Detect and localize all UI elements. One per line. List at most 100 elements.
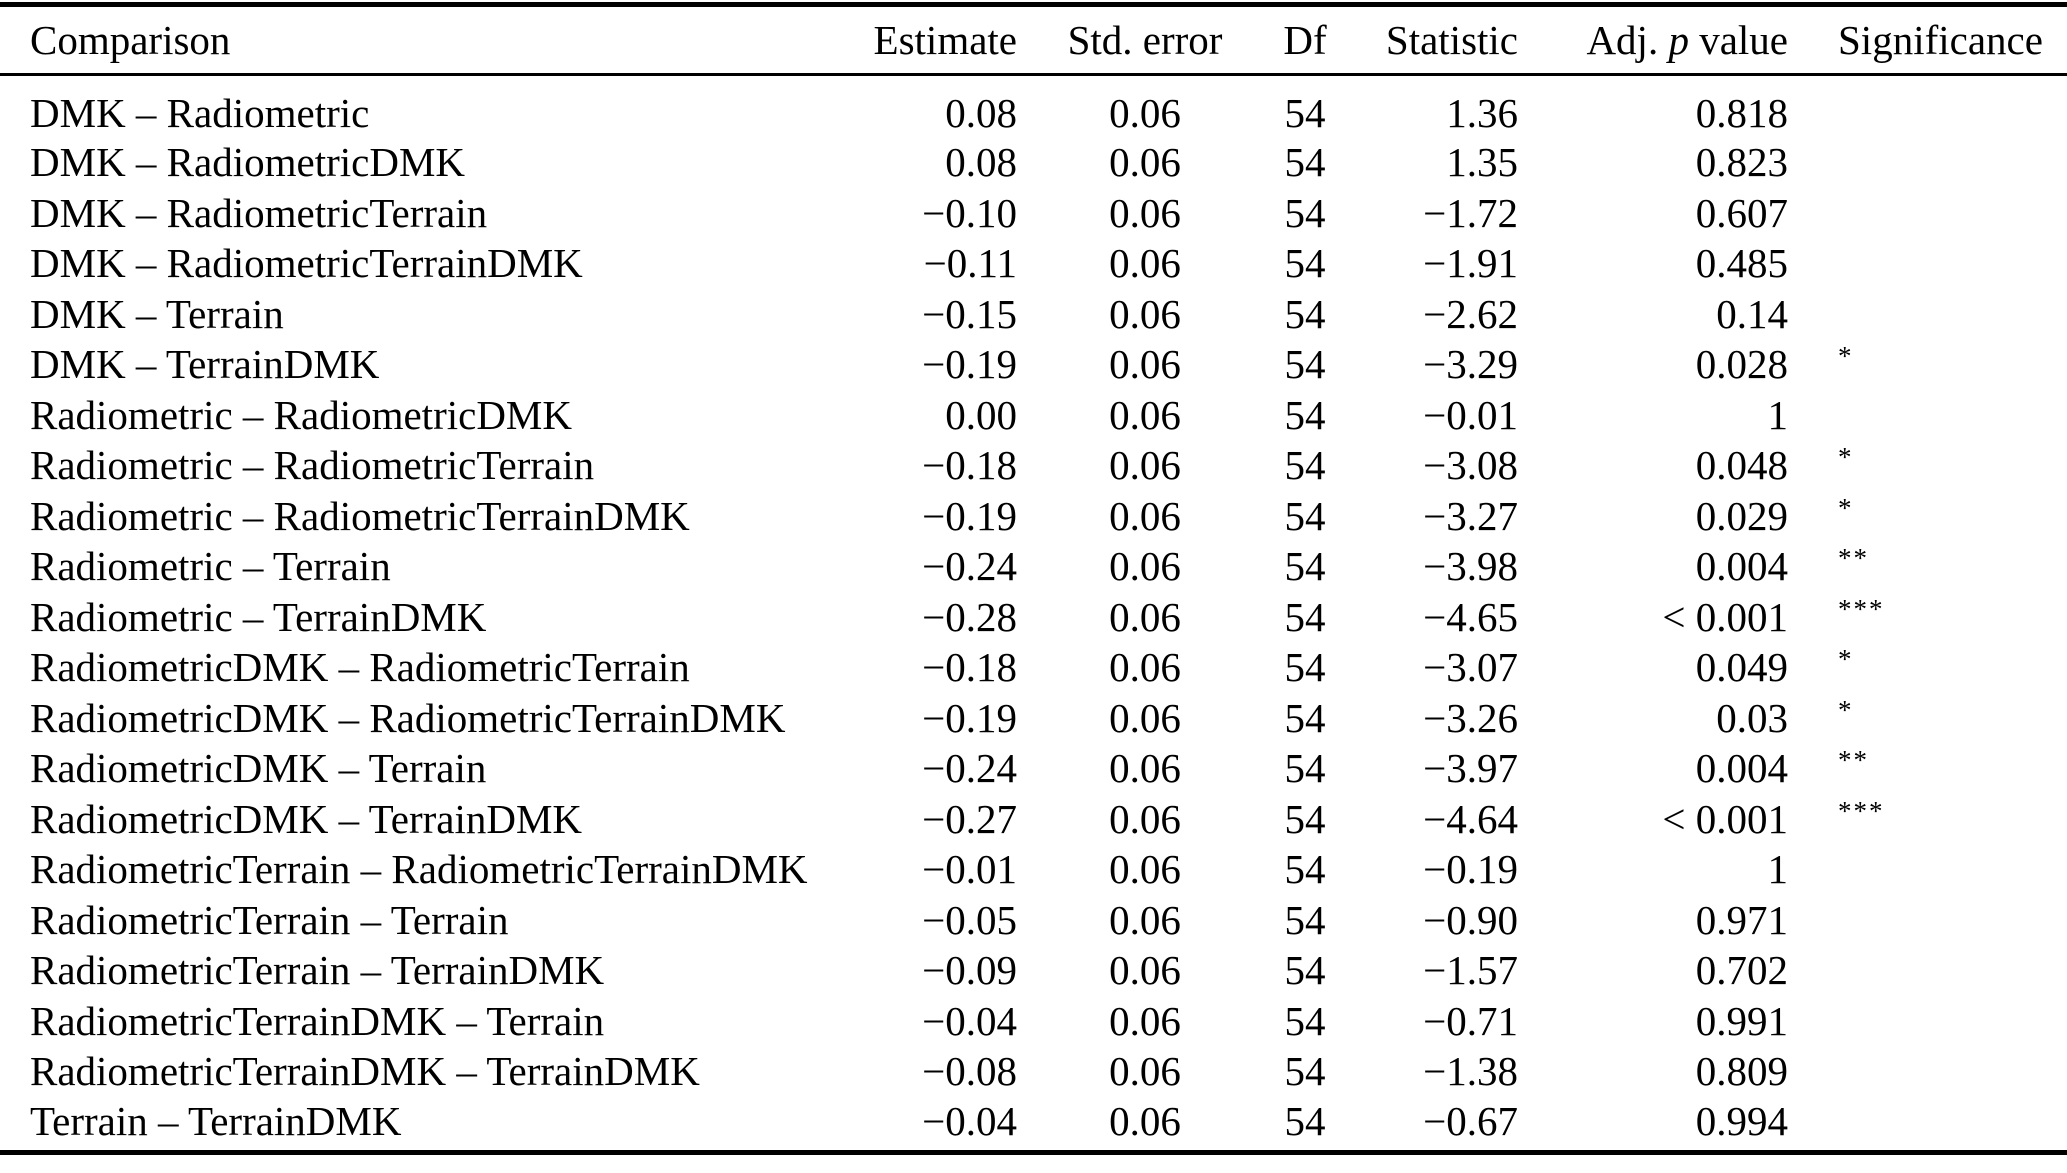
- significance-stars: *: [1838, 442, 1854, 473]
- table-row: RadiometricDMK – Terrain −0.24 0.06 54 −…: [0, 743, 2067, 794]
- adj-p-value-cell: < 0.001: [1662, 795, 1788, 842]
- table-row: RadiometricTerrainDMK – Terrain −0.04 0.…: [0, 996, 2067, 1047]
- comparison-cell: DMK – RadiometricTerrainDMK: [30, 240, 583, 287]
- estimate-cell: −0.01: [922, 846, 1017, 893]
- std-error-cell: 0.06: [1109, 492, 1181, 539]
- comparison-cell: Radiometric – Terrain: [30, 543, 391, 590]
- estimate-cell: 0.08: [945, 139, 1017, 186]
- column-header-comparison: Comparison: [0, 4, 840, 76]
- comparison-cell: RadiometricDMK – RadiometricTerrainDMK: [30, 694, 786, 741]
- comparison-cell: RadiometricDMK – Terrain: [30, 745, 487, 792]
- df-cell: 54: [1284, 492, 1326, 539]
- adj-p-value-cell: 0.607: [1695, 189, 1788, 236]
- adj-p-value-cell: 0.818: [1695, 89, 1788, 136]
- df-cell: 54: [1284, 997, 1326, 1044]
- estimate-cell: −0.04: [922, 997, 1017, 1044]
- estimate-cell: −0.28: [922, 593, 1017, 640]
- comparison-cell: RadiometricTerrainDMK – Terrain: [30, 997, 605, 1044]
- estimate-cell: −0.11: [923, 240, 1017, 287]
- statistic-cell: −0.67: [1423, 1097, 1518, 1144]
- statistic-cell: −1.72: [1423, 189, 1518, 236]
- statistic-cell: −1.38: [1423, 1048, 1518, 1095]
- df-cell: 54: [1284, 240, 1326, 287]
- significance-stars: **: [1838, 543, 1869, 574]
- adj-p-header-italic-p: p: [1668, 17, 1689, 63]
- std-error-cell: 0.06: [1109, 846, 1181, 893]
- comparison-cell: RadiometricTerrain – TerrainDMK: [30, 947, 605, 994]
- table-body: DMK – Radiometric 0.08 0.06 54 1.36 0.81…: [0, 75, 2067, 1153]
- estimate-cell: −0.18: [922, 442, 1017, 489]
- significance-cell: [1788, 895, 2067, 946]
- comparison-cell: DMK – RadiometricDMK: [30, 139, 466, 186]
- adj-p-value-cell: 0.702: [1695, 947, 1788, 994]
- adj-p-value-cell: 0.994: [1695, 1097, 1788, 1144]
- adj-p-header-prefix: Adj.: [1586, 17, 1669, 63]
- std-error-cell: 0.06: [1109, 896, 1181, 943]
- table-row: Radiometric – RadiometricTerrainDMK −0.1…: [0, 491, 2067, 542]
- statistic-cell: −1.57: [1423, 947, 1518, 994]
- df-cell: 54: [1284, 644, 1326, 691]
- std-error-cell: 0.06: [1109, 1097, 1181, 1144]
- estimate-cell: −0.24: [922, 543, 1017, 590]
- statistic-cell: −2.62: [1423, 290, 1518, 337]
- significance-cell: [1788, 75, 2067, 138]
- significance-cell: **: [1788, 541, 2067, 592]
- comparison-cell: DMK – TerrainDMK: [30, 341, 380, 388]
- statistic-cell: −3.07: [1423, 644, 1518, 691]
- table-row: RadiometricTerrain – TerrainDMK −0.09 0.…: [0, 945, 2067, 996]
- significance-cell: [1788, 1046, 2067, 1097]
- df-cell: 54: [1284, 593, 1326, 640]
- comparison-cell: RadiometricTerrain – RadiometricTerrainD…: [30, 846, 808, 893]
- df-cell: 54: [1284, 189, 1326, 236]
- significance-stars: ***: [1838, 593, 1885, 624]
- df-cell: 54: [1284, 947, 1326, 994]
- adj-p-value-cell: 1: [1767, 846, 1789, 893]
- adj-p-value-cell: 0.823: [1695, 139, 1788, 186]
- adj-p-value-cell: 0.004: [1695, 543, 1788, 590]
- table-row: Radiometric – Terrain −0.24 0.06 54 −3.9…: [0, 541, 2067, 592]
- estimate-cell: −0.05: [922, 896, 1017, 943]
- estimate-cell: −0.27: [922, 795, 1017, 842]
- adj-p-value-cell: 0.971: [1695, 896, 1788, 943]
- df-cell: 54: [1284, 139, 1326, 186]
- df-cell: 54: [1284, 391, 1326, 438]
- estimate-cell: 0.00: [945, 391, 1017, 438]
- significance-stars: **: [1838, 745, 1869, 776]
- column-header-significance: Significance: [1788, 4, 2067, 76]
- adj-p-value-cell: < 0.001: [1662, 593, 1788, 640]
- statistic-cell: −3.27: [1423, 492, 1518, 539]
- table-row: RadiometricDMK – TerrainDMK −0.27 0.06 5…: [0, 794, 2067, 845]
- adj-p-value-cell: 0.991: [1695, 997, 1788, 1044]
- table-row: DMK – Terrain −0.15 0.06 54 −2.62 0.14: [0, 289, 2067, 340]
- df-cell: 54: [1284, 290, 1326, 337]
- comparison-cell: DMK – Radiometric: [30, 89, 370, 136]
- table-row: DMK – RadiometricDMK 0.08 0.06 54 1.35 0…: [0, 137, 2067, 188]
- table-row: Radiometric – RadiometricTerrain −0.18 0…: [0, 440, 2067, 491]
- df-cell: 54: [1284, 745, 1326, 792]
- adj-p-value-cell: 0.048: [1695, 442, 1788, 489]
- estimate-cell: −0.19: [922, 341, 1017, 388]
- std-error-cell: 0.06: [1109, 694, 1181, 741]
- df-cell: 54: [1284, 89, 1326, 136]
- statistic-cell: −4.65: [1423, 593, 1518, 640]
- comparison-cell: Radiometric – RadiometricTerrain: [30, 442, 595, 489]
- table-row: DMK – Radiometric 0.08 0.06 54 1.36 0.81…: [0, 75, 2067, 138]
- adj-p-value-cell: 0.485: [1695, 240, 1788, 287]
- estimate-cell: −0.19: [922, 694, 1017, 741]
- table-row: Radiometric – TerrainDMK −0.28 0.06 54 −…: [0, 592, 2067, 643]
- adj-p-value-cell: 0.049: [1695, 644, 1788, 691]
- column-header-adj-p-value: Adj. p value: [1522, 4, 1788, 76]
- table-row: DMK – TerrainDMK −0.19 0.06 54 −3.29 0.0…: [0, 339, 2067, 390]
- statistic-cell: −3.97: [1423, 745, 1518, 792]
- statistic-cell: 1.35: [1446, 139, 1518, 186]
- estimate-cell: −0.10: [922, 189, 1017, 236]
- significance-cell: [1788, 945, 2067, 996]
- significance-cell: [1788, 238, 2067, 289]
- statistic-cell: −0.90: [1423, 896, 1518, 943]
- df-cell: 54: [1284, 1048, 1326, 1095]
- std-error-cell: 0.06: [1109, 997, 1181, 1044]
- adj-p-value-cell: 0.14: [1716, 290, 1788, 337]
- adj-p-value-cell: 0.03: [1716, 694, 1788, 741]
- comparison-cell: DMK – RadiometricTerrain: [30, 189, 488, 236]
- std-error-cell: 0.06: [1109, 341, 1181, 388]
